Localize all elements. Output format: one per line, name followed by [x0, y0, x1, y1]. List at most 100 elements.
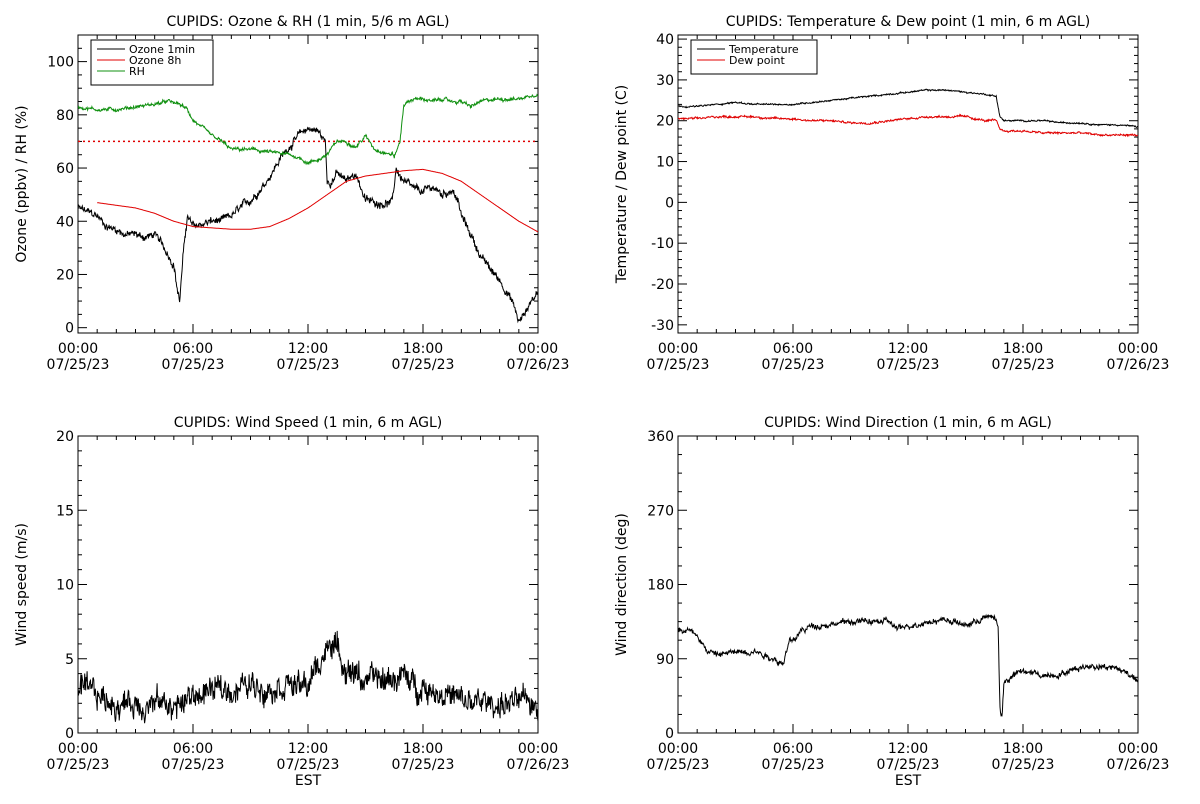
- x-tick-date: 07/25/23: [877, 357, 940, 373]
- y-tick-label: -30: [651, 318, 674, 334]
- x-tick-date: 07/25/23: [162, 357, 225, 373]
- chart-title: CUPIDS: Wind Speed (1 min, 6 m AGL): [174, 415, 442, 431]
- x-tick-date: 07/25/23: [47, 757, 110, 773]
- x-tick-date: 07/25/23: [277, 357, 340, 373]
- chart-panel-2: CUPIDS: Temperature & Dew point (1 min, …: [614, 14, 1169, 373]
- chart-title: CUPIDS: Ozone & RH (1 min, 5/6 m AGL): [166, 14, 449, 30]
- y-axis-label: Wind speed (m/s): [14, 523, 30, 646]
- series-line-1: [78, 630, 538, 724]
- series-group: [78, 93, 538, 324]
- series-line-ozone-1min: [78, 126, 538, 324]
- x-tick-date: 07/25/23: [162, 757, 225, 773]
- x-tick-date: 07/26/23: [507, 757, 570, 773]
- x-tick-date: 07/25/23: [647, 357, 710, 373]
- legend-box: [90, 39, 214, 86]
- y-tick-label: 0: [65, 726, 74, 742]
- x-tick-time: 18:00: [403, 741, 443, 757]
- x-axis-label: EST: [895, 773, 922, 789]
- chart-panel-4: CUPIDS: Wind Direction (1 min, 6 m AGL) 0…: [614, 415, 1169, 789]
- x-tick-date: 07/25/23: [392, 357, 455, 373]
- x-tick-time: 00:00: [518, 741, 558, 757]
- x-tick-date: 07/25/23: [647, 757, 710, 773]
- x-axis-label: EST: [295, 773, 322, 789]
- x-tick-time: 06:00: [773, 341, 813, 357]
- x-tick-date: 07/25/23: [392, 757, 455, 773]
- legend-entry: Temperature: [728, 43, 799, 56]
- x-tick-time: 12:00: [288, 341, 328, 357]
- y-tick-label: 0: [665, 726, 674, 742]
- y-tick-label: 40: [56, 214, 74, 230]
- x-tick-date: 07/25/23: [277, 757, 340, 773]
- x-tick-time: 12:00: [888, 341, 928, 357]
- x-tick-time: 06:00: [173, 341, 213, 357]
- y-tick-label: 15: [56, 503, 74, 519]
- x-tick-time: 00:00: [58, 341, 98, 357]
- y-tick-label: 0: [65, 321, 74, 337]
- x-tick-date: 07/25/23: [762, 357, 825, 373]
- y-tick-label: 40: [656, 32, 674, 48]
- y-tick-label: 90: [656, 652, 674, 668]
- y-tick-label: 100: [47, 55, 74, 71]
- y-tick-label: -10: [651, 236, 674, 252]
- x-tick-date: 07/25/23: [877, 757, 940, 773]
- legend-entry: Ozone 8h: [129, 54, 181, 67]
- chart-title: CUPIDS: Wind Direction (1 min, 6 m AGL): [764, 415, 1052, 431]
- y-tick-label: 10: [56, 578, 74, 594]
- x-tick-date: 07/25/23: [992, 357, 1055, 373]
- x-tick-date: 07/26/23: [1107, 357, 1170, 373]
- y-axis-label: Ozone (ppbv) / RH (%): [14, 105, 30, 262]
- series-line-rh: [78, 93, 538, 166]
- x-tick-date: 07/25/23: [47, 357, 110, 373]
- series-group: [678, 613, 1138, 717]
- y-tick-label: 360: [647, 429, 674, 445]
- legend-entry: Dew point: [729, 54, 785, 67]
- x-tick-time: 00:00: [1118, 341, 1158, 357]
- plot-frame: [677, 34, 1139, 334]
- chart-title: CUPIDS: Temperature & Dew point (1 min, …: [726, 14, 1090, 30]
- y-axis-label: Wind direction (deg): [614, 513, 630, 656]
- x-tick-time: 12:00: [888, 741, 928, 757]
- x-tick-date: 07/26/23: [507, 357, 570, 373]
- y-tick-label: 20: [656, 114, 674, 130]
- series-group: [78, 630, 538, 724]
- y-axis-label: Temperature / Dew point (C): [614, 85, 630, 284]
- x-tick-time: 06:00: [173, 741, 213, 757]
- y-tick-label: 270: [647, 503, 674, 519]
- y-tick-label: 5: [65, 652, 74, 668]
- x-tick-time: 06:00: [773, 741, 813, 757]
- series-group: [678, 88, 1138, 138]
- x-tick-time: 12:00: [288, 741, 328, 757]
- legend-box: [690, 39, 818, 75]
- series-line-temperature: [678, 88, 1138, 128]
- x-tick-date: 07/25/23: [762, 757, 825, 773]
- y-tick-label: 0: [665, 195, 674, 211]
- x-tick-time: 18:00: [1003, 741, 1043, 757]
- x-tick-time: 00:00: [658, 341, 698, 357]
- x-tick-time: 00:00: [1118, 741, 1158, 757]
- y-tick-label: -20: [651, 277, 674, 293]
- y-tick-label: 30: [656, 73, 674, 89]
- y-tick-label: 20: [56, 267, 74, 283]
- legend-entry: Ozone 1min: [129, 43, 195, 56]
- y-tick-label: 60: [56, 161, 74, 177]
- y-tick-label: 80: [56, 108, 74, 124]
- x-tick-date: 07/25/23: [992, 757, 1055, 773]
- plot-frame: [677, 435, 1139, 734]
- x-tick-time: 18:00: [1003, 341, 1043, 357]
- series-line-1: [678, 613, 1138, 717]
- x-tick-time: 00:00: [518, 341, 558, 357]
- y-tick-label: 180: [647, 578, 674, 594]
- y-tick-label: 20: [56, 429, 74, 445]
- series-line-ozone-8h: [97, 168, 538, 233]
- x-tick-date: 07/26/23: [1107, 757, 1170, 773]
- series-line-dew-point: [678, 113, 1138, 138]
- x-tick-time: 00:00: [58, 741, 98, 757]
- chart-panel-1: CUPIDS: Ozone & RH (1 min, 5/6 m AGL) 0 20…: [14, 14, 569, 373]
- x-tick-time: 18:00: [403, 341, 443, 357]
- legend-entry: RH: [129, 65, 145, 78]
- y-tick-label: 10: [656, 155, 674, 171]
